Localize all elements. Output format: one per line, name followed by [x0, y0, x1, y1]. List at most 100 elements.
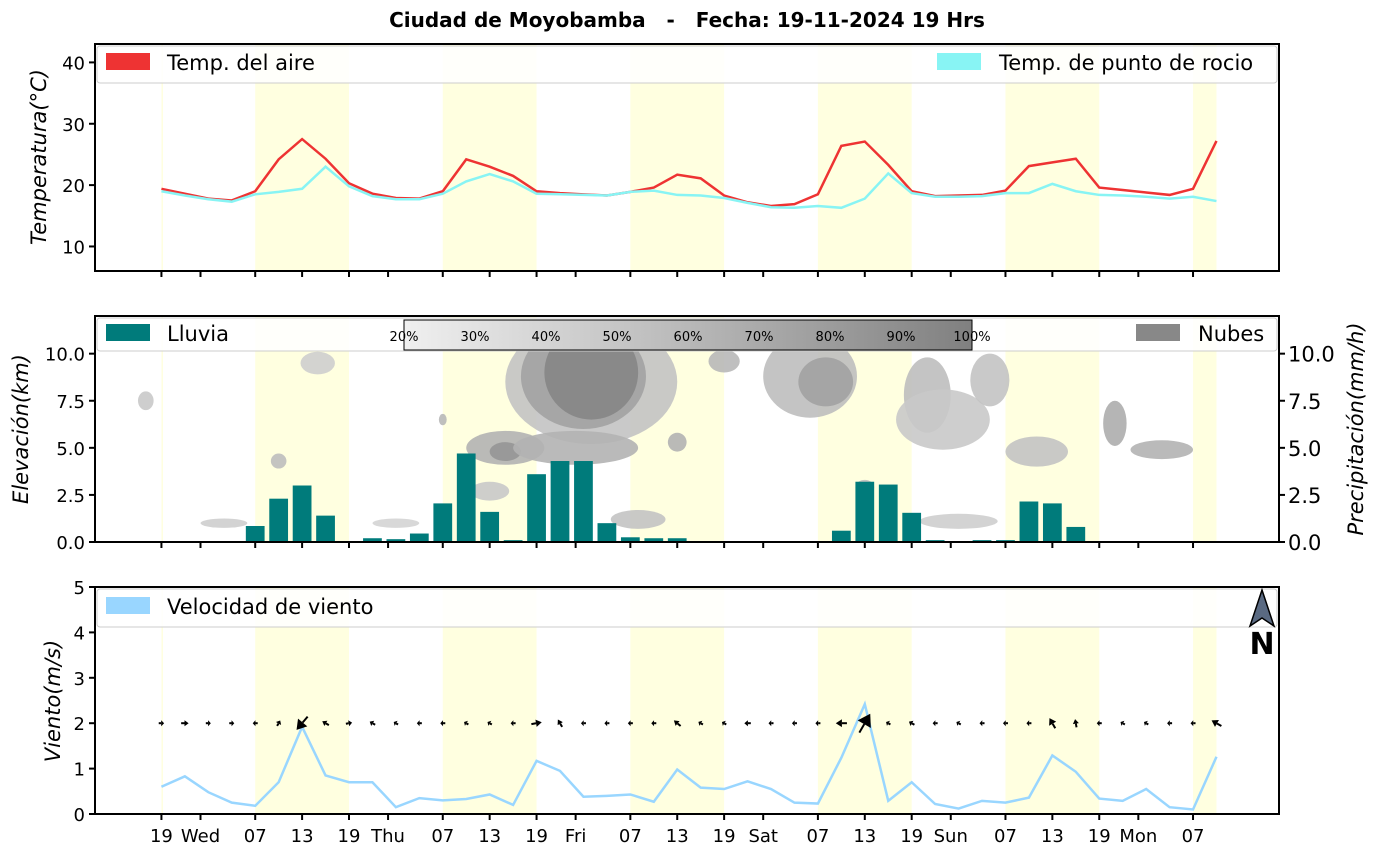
- rain-bar: [456, 453, 476, 542]
- rain-bar: [878, 484, 898, 542]
- y-tick-label: 2.5: [1288, 484, 1321, 508]
- air-temperature-line: [161, 137, 1218, 208]
- x-tick-label: 07: [1182, 826, 1205, 847]
- wind-arrow-shaft: [1216, 722, 1222, 727]
- y-tick-label: 1: [74, 760, 85, 781]
- daylight-band: [1193, 44, 1217, 271]
- clouds-legend-label: Nubes: [1198, 322, 1264, 346]
- x-tick-label: Wed: [181, 826, 220, 847]
- wind-arrow-head: [1120, 720, 1125, 726]
- x-tick-label: Sat: [748, 826, 778, 847]
- cloud-patch: [489, 442, 521, 462]
- cloud-colorbar-gradient: [403, 319, 973, 351]
- clouds-legend-swatch: [1136, 324, 1180, 341]
- wind-arrow-head: [886, 720, 890, 726]
- wind-arrow-shaft: [465, 722, 469, 726]
- rain-bar: [409, 533, 429, 542]
- wind-arrow-shaft: [559, 723, 564, 728]
- wind-arrow-head: [1096, 720, 1100, 727]
- colorbar-label: 20%: [390, 330, 419, 345]
- air-temp-legend-swatch: [106, 53, 150, 70]
- wind-arrow-head: [348, 720, 353, 727]
- colorbar-label: 60%: [674, 330, 703, 345]
- wind-arrow-head: [1002, 720, 1006, 727]
- wind-arrow-head: [651, 720, 655, 727]
- rain-clouds-panel: 0.0 2.5 5.0 7.5 10.0 0.0 2.5 5.0 7.5 10.0 Elevac…: [9, 315, 1368, 555]
- x-tick-label: 19: [900, 826, 923, 847]
- rain-bar: [902, 512, 922, 542]
- x-tick-label: Fri: [565, 826, 586, 847]
- wind-arrow-head: [815, 720, 819, 727]
- wind-arrow-head: [487, 720, 492, 726]
- rain-bar: [292, 485, 312, 542]
- daylight-band: [161, 316, 163, 542]
- cloud-patch: [200, 518, 248, 528]
- wind-arrow-head: [698, 720, 703, 726]
- dewpoint-legend-swatch: [937, 53, 981, 70]
- rain-bar: [574, 461, 593, 542]
- colorbar-label: 40%: [532, 330, 561, 345]
- rain-bar: [644, 538, 664, 542]
- wind-arrow-head: [979, 720, 983, 727]
- y-tick-label: 0.0: [1288, 531, 1321, 555]
- rain-bar: [1042, 503, 1062, 542]
- cloud-patch: [372, 518, 420, 528]
- wind-arrow-head: [932, 720, 936, 727]
- wind-arrow-head: [908, 720, 914, 726]
- wind-arrow-shaft: [1122, 722, 1126, 726]
- colorbar-label: 70%: [745, 330, 774, 345]
- y-tick-label: 5.0: [56, 439, 85, 460]
- rain-bar: [269, 498, 289, 542]
- daylight-band: [161, 587, 163, 814]
- rain-legend-swatch: [106, 324, 150, 341]
- cloud-patch: [896, 389, 990, 450]
- x-tick-label: 13: [1041, 826, 1064, 847]
- x-tick-label: 07: [806, 826, 829, 847]
- x-tick-label: Thu: [370, 826, 405, 847]
- y-tick-label: 5.0: [1288, 437, 1321, 461]
- wind-arrow-head: [208, 720, 211, 727]
- x-tick-label: 07: [431, 826, 454, 847]
- wind-direction-arrows: [158, 713, 1222, 734]
- x-tick-label: 19: [713, 826, 736, 847]
- wind-x-ticks: 19 Wed 07 13 19 Thu 07 13 19 Fri 07 13 19 Sat 07 13 19 Su…: [150, 814, 1205, 847]
- x-tick-label: 19: [338, 826, 361, 847]
- colorbar-label: 90%: [887, 330, 916, 345]
- wind-axes-frame: [94, 586, 1280, 815]
- rain-bar: [550, 461, 570, 542]
- x-tick-label: 07: [619, 826, 642, 847]
- y-tick-label: 3: [74, 669, 85, 690]
- x-tick-label: 07: [994, 826, 1017, 847]
- wind-arrow-head: [231, 720, 235, 727]
- rain-bar: [1066, 526, 1086, 542]
- wind-arrow-head: [510, 720, 514, 727]
- wind-arrow-head: [296, 718, 308, 730]
- precipitation-y-ticks: 0.0 2.5 5.0 7.5 10.0: [1279, 343, 1335, 555]
- north-arrow-pointer: [1248, 587, 1276, 628]
- x-tick-label: Mon: [1119, 826, 1157, 847]
- wind-arrow-shaft: [1074, 723, 1078, 728]
- cloud-colorbar: 20% 30% 40% 50% 60% 70% 80% 90% 100%: [390, 319, 991, 351]
- wind-arrow-head: [1143, 720, 1148, 726]
- wind-arrow-head: [393, 720, 398, 726]
- wind-arrow-shaft: [489, 722, 493, 726]
- rain-bar: [667, 538, 687, 542]
- temperature-lines: [161, 137, 1218, 210]
- wind-arrow-head: [464, 720, 468, 726]
- x-tick-label: 19: [150, 826, 173, 847]
- temperature-legend: Temp. del aire Temp. de punto de rocio: [96, 45, 1278, 84]
- air-temp-legend-label: Temp. del aire: [166, 51, 315, 75]
- y-tick-label: 4: [74, 623, 85, 644]
- wind-arrow-head: [535, 719, 542, 727]
- wind-legend: Velocidad de viento: [96, 588, 1278, 628]
- wind-arrow-head: [768, 720, 772, 727]
- wind-arrow-shaft: [325, 722, 330, 726]
- wind-arrow-head: [1211, 720, 1219, 727]
- wind-arrow-head: [557, 719, 563, 726]
- daylight-band: [161, 44, 163, 271]
- temperature-panel: 10 20 30 40 Temperatura(°C) Temp. del aire …: [27, 43, 1280, 277]
- cloud-patch: [610, 509, 666, 529]
- rain-bar: [386, 539, 406, 542]
- wind-arrow-head: [1072, 719, 1079, 725]
- rain-axes-frame: [94, 315, 1280, 543]
